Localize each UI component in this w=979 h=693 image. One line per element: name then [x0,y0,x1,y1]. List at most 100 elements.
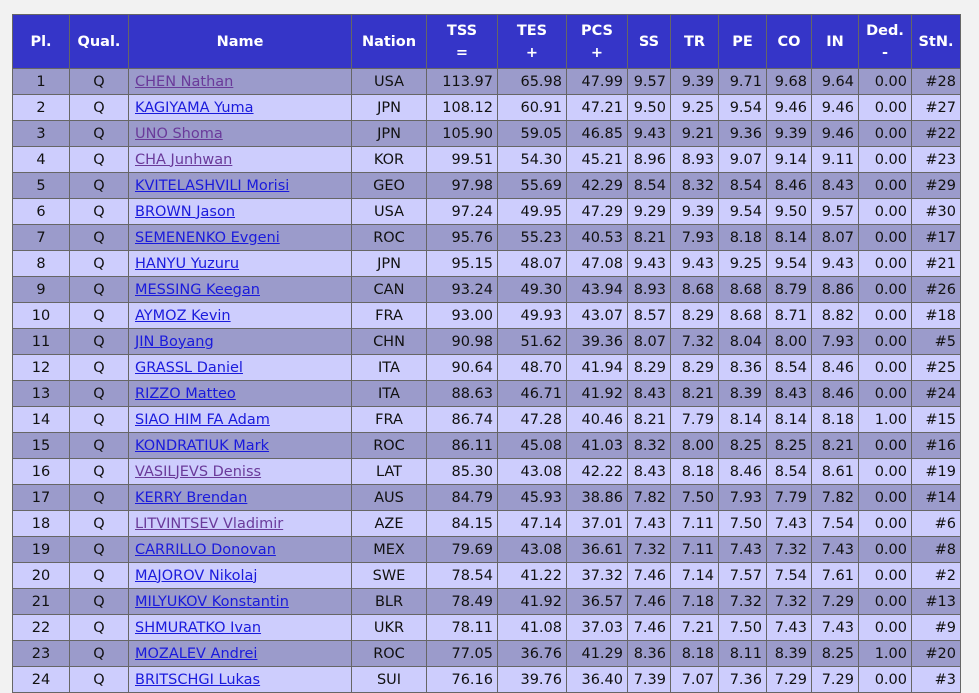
table-cell: 20 [12,562,70,589]
skater-link[interactable]: JIN Boyang [135,333,214,350]
table-cell: #20 [911,640,961,667]
table-cell: 9.25 [670,94,719,121]
table-cell: Q [69,198,129,225]
table-cell: #22 [911,120,961,147]
skater-link[interactable]: HANYU Yuzuru [135,255,240,272]
table-cell: 43.08 [497,458,567,485]
table-cell: Q [69,588,129,615]
table-row: 3 Q UNO Shoma JPN 105.90 59.05 46.85 9.43 9.21 9.… [12,120,961,147]
table-cell: 8.14 [766,406,812,433]
table-cell: #26 [911,276,961,303]
skater-link[interactable]: KERRY Brendan [135,489,248,506]
skater-link[interactable]: MOZALEV Andrei [135,645,258,662]
table-cell: #2 [911,562,961,589]
table-cell: 7.93 [718,484,767,511]
table-cell: 9.43 [627,250,671,277]
table-cell: #24 [911,380,961,407]
table-cell: 2 [12,94,70,121]
table-cell: 78.54 [426,562,498,589]
table-cell: 0.00 [858,224,912,251]
table-cell: Q [69,614,129,641]
skater-link[interactable]: LITVINTSEV Vladimir [135,515,284,532]
table-cell: 9.39 [670,68,719,95]
skater-link[interactable]: UNO Shoma [135,125,223,142]
table-cell: FRA [351,302,427,329]
table-cell: Q [69,640,129,667]
table-cell: 8.43 [811,172,859,199]
column-header: TR [670,14,719,69]
table-cell: 9 [12,276,70,303]
table-cell: FRA [351,406,427,433]
table-cell: 0.00 [858,68,912,95]
table-cell: 18 [12,510,70,537]
skater-link[interactable]: GRASSL Daniel [135,359,243,376]
table-row: 6 Q BROWN Jason USA 97.24 49.95 47.29 9.29 9.39 9… [12,198,961,225]
skater-link[interactable]: CARRILLO Donovan [135,541,276,558]
skater-link[interactable]: CHA Junhwan [135,151,233,168]
skater-link[interactable]: CHEN Nathan [135,73,234,90]
table-cell: 7.36 [718,666,767,693]
table-cell: 7.43 [718,536,767,563]
table-cell: 8.21 [670,380,719,407]
table-cell: 1 [12,68,70,95]
table-cell: 93.00 [426,302,498,329]
skater-link[interactable]: RIZZO Matteo [135,385,236,402]
table-cell: 38.86 [566,484,628,511]
table-cell: 8.61 [811,458,859,485]
table-row: 5 Q KVITELASHVILI Morisi GEO 97.98 55.69 42.29… [12,172,961,199]
table-cell: 42.29 [566,172,628,199]
skater-link[interactable]: KAGIYAMA Yuma [135,99,254,116]
table-cell: 9.36 [718,120,767,147]
column-header: TES + [497,14,567,69]
table-cell: 93.24 [426,276,498,303]
skater-link[interactable]: MILYUKOV Konstantin [135,593,289,610]
table-row: 17 Q KERRY Brendan AUS 84.79 45.93 38.86 7.82 7.… [12,484,961,511]
table-cell: 7.43 [811,536,859,563]
skater-link[interactable]: BROWN Jason [135,203,236,220]
table-cell: CARRILLO Donovan [128,536,352,563]
table-cell: 7.07 [670,666,719,693]
skater-link[interactable]: KVITELASHVILI Morisi [135,177,290,194]
table-cell: Q [69,328,129,355]
skater-link[interactable]: SIAO HIM FA Adam [135,411,270,428]
table-cell: 49.30 [497,276,567,303]
table-row: 24 Q BRITSCHGI Lukas SUI 76.16 39.76 36.40 7.39… [12,666,961,693]
table-cell: 39.76 [497,666,567,693]
skater-link[interactable]: BRITSCHGI Lukas [135,671,261,688]
table-cell: 9.46 [811,94,859,121]
header-label: IN [826,33,844,50]
table-cell: 9.43 [670,250,719,277]
table-cell: 8.18 [670,640,719,667]
table-cell: MAJOROV Nikolaj [128,562,352,589]
table-row: 9 Q MESSING Keegan CAN 93.24 49.30 43.94 8.93 8.… [12,276,961,303]
table-cell: 7.50 [718,614,767,641]
table-cell: 45.93 [497,484,567,511]
skater-link[interactable]: MAJOROV Nikolaj [135,567,258,584]
table-cell: 108.12 [426,94,498,121]
skater-link[interactable]: AYMOZ Kevin [135,307,231,324]
table-row: 1 Q CHEN Nathan USA 113.97 65.98 47.99 9.57 9.39… [12,68,961,95]
column-header: Nation [351,14,427,69]
skater-link[interactable]: SHMURATKO Ivan [135,619,262,636]
skater-link[interactable]: KONDRATIUK Mark [135,437,270,454]
table-cell: 45.08 [497,432,567,459]
table-cell: 8.36 [718,354,767,381]
table-cell: #16 [911,432,961,459]
table-cell: 8.39 [766,640,812,667]
table-row: 22 Q SHMURATKO Ivan UKR 78.11 41.08 37.03 7.46 7… [12,614,961,641]
skater-link[interactable]: VASILJEVS Deniss [135,463,262,480]
table-cell: Q [69,510,129,537]
table-cell: 76.16 [426,666,498,693]
skater-link[interactable]: SEMENENKO Evgeni [135,229,280,246]
table-cell: 8.14 [718,406,767,433]
skater-link[interactable]: MESSING Keegan [135,281,260,298]
table-cell: 41.08 [497,614,567,641]
table-cell: Q [69,354,129,381]
table-cell: 8.25 [811,640,859,667]
table-row: 12 Q GRASSL Daniel ITA 90.64 48.70 41.94 8.29 8.… [12,354,961,381]
table-cell: 78.49 [426,588,498,615]
table-cell: 8.32 [627,432,671,459]
table-cell: 8.25 [718,432,767,459]
column-header: Name [128,14,352,69]
table-cell: 47.28 [497,406,567,433]
